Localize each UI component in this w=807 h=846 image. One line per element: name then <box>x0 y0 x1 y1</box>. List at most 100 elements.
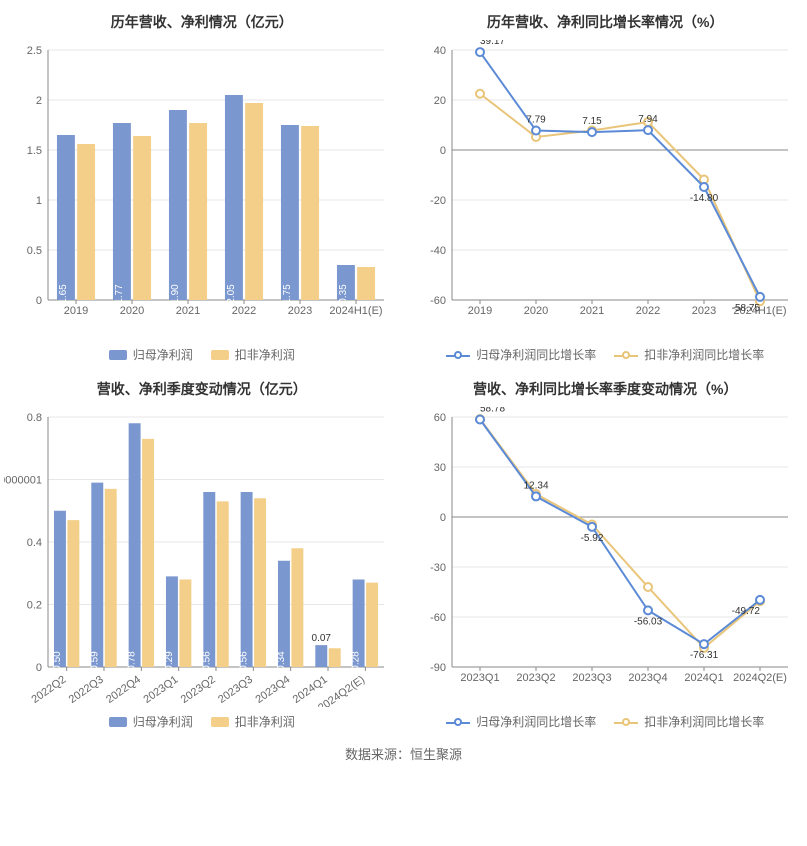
svg-text:0.50: 0.50 <box>52 651 63 671</box>
legend-swatch-line <box>446 716 470 728</box>
svg-text:-56.03: -56.03 <box>633 616 662 627</box>
svg-text:2023Q2: 2023Q2 <box>516 672 555 684</box>
chart4-title: 营收、净利同比增长率季度变动情况（%） <box>473 379 737 399</box>
svg-text:0.28: 0.28 <box>351 651 362 671</box>
panel-annual-profit: 历年营收、净利情况（亿元） 00.511.522.520191.6520201.… <box>4 8 400 363</box>
svg-text:2023Q4: 2023Q4 <box>628 672 667 684</box>
svg-text:-90: -90 <box>430 662 446 674</box>
svg-text:1.65: 1.65 <box>58 284 69 304</box>
svg-text:2021: 2021 <box>579 305 603 317</box>
svg-text:2023Q1: 2023Q1 <box>141 674 180 706</box>
chart1-legend: 归母净利润 扣非净利润 <box>109 346 295 363</box>
dashboard-panels: 历年营收、净利情况（亿元） 00.511.522.520191.6520201.… <box>4 8 803 730</box>
svg-text:1: 1 <box>36 195 42 207</box>
svg-text:20: 20 <box>433 95 445 107</box>
svg-text:0: 0 <box>439 145 445 157</box>
svg-text:2022: 2022 <box>232 305 256 317</box>
legend-label: 归母净利润 <box>133 713 193 730</box>
legend-swatch <box>109 350 127 360</box>
chart1-title: 历年营收、净利情况（亿元） <box>111 12 293 32</box>
chart1-bar: 00.511.522.520191.6520201.7720211.902022… <box>4 40 400 340</box>
svg-text:0.4: 0.4 <box>27 537 42 549</box>
svg-text:-40: -40 <box>430 245 446 257</box>
chart2-legend-item-1: 归母净利润同比增长率 <box>446 346 596 363</box>
svg-text:-49.72: -49.72 <box>731 606 760 617</box>
panel-annual-growth: 历年营收、净利同比增长率情况（%） -60 -40 -20 0 20 40 2019 2020… <box>408 8 804 363</box>
chart3-bar: 00.20.40.60000000000000010.82022Q20.5020… <box>4 407 400 707</box>
svg-text:40: 40 <box>433 45 445 57</box>
legend-swatch-line <box>614 349 638 361</box>
chart3-legend-item-2: 扣非净利润 <box>211 713 295 730</box>
svg-text:-5.92: -5.92 <box>580 533 603 544</box>
svg-text:0.5: 0.5 <box>27 245 42 257</box>
svg-text:2024Q2(E): 2024Q2(E) <box>733 672 787 684</box>
svg-text:0.2: 0.2 <box>27 600 42 612</box>
svg-text:2023Q1: 2023Q1 <box>460 672 499 684</box>
svg-text:2023: 2023 <box>288 305 312 317</box>
svg-text:0.34: 0.34 <box>276 651 287 671</box>
svg-text:2019: 2019 <box>467 305 491 317</box>
legend-label: 归母净利润同比增长率 <box>476 346 596 363</box>
svg-text:-76.31: -76.31 <box>689 650 718 661</box>
legend-swatch <box>211 717 229 727</box>
svg-text:2.05: 2.05 <box>226 284 237 304</box>
svg-text:2023: 2023 <box>691 305 715 317</box>
svg-text:1.90: 1.90 <box>170 284 181 304</box>
svg-text:1.5: 1.5 <box>27 145 42 157</box>
chart3-legend-item-1: 归母净利润 <box>109 713 193 730</box>
svg-text:-20: -20 <box>430 195 446 207</box>
svg-text:-60: -60 <box>430 612 446 624</box>
svg-text:1.75: 1.75 <box>282 284 293 304</box>
legend-swatch <box>211 350 229 360</box>
svg-text:0.07: 0.07 <box>312 633 332 644</box>
svg-text:30: 30 <box>433 462 445 474</box>
svg-text:-58.75: -58.75 <box>731 303 760 314</box>
svg-text:7.79: 7.79 <box>526 115 546 126</box>
legend-label: 扣非净利润同比增长率 <box>644 713 764 730</box>
svg-text:0.35: 0.35 <box>338 284 349 304</box>
svg-text:0: 0 <box>36 662 42 674</box>
svg-text:2019: 2019 <box>64 305 88 317</box>
chart2-title: 历年营收、净利同比增长率情况（%） <box>487 12 723 32</box>
svg-text:2023Q2: 2023Q2 <box>179 674 218 706</box>
svg-text:-60: -60 <box>430 295 446 307</box>
svg-text:7.15: 7.15 <box>582 116 602 127</box>
svg-text:0.8: 0.8 <box>27 412 42 424</box>
svg-text:-30: -30 <box>430 562 446 574</box>
svg-text:2: 2 <box>36 95 42 107</box>
svg-text:2023Q4: 2023Q4 <box>253 674 292 706</box>
legend-swatch <box>109 717 127 727</box>
svg-text:2020: 2020 <box>523 305 547 317</box>
svg-text:2024H1(E): 2024H1(E) <box>329 305 382 317</box>
chart4-legend-item-1: 归母净利润同比增长率 <box>446 713 596 730</box>
svg-text:12.34: 12.34 <box>523 480 548 491</box>
legend-swatch-line <box>446 349 470 361</box>
svg-text:2022Q4: 2022Q4 <box>104 674 143 706</box>
svg-text:2024Q1: 2024Q1 <box>684 672 723 684</box>
data-source-footer: 数据来源：恒生聚源 <box>4 744 803 763</box>
legend-label: 归母净利润同比增长率 <box>476 713 596 730</box>
legend-swatch-line <box>614 716 638 728</box>
chart4-legend: 归母净利润同比增长率 扣非净利润同比增长率 <box>446 713 764 730</box>
svg-text:2023Q3: 2023Q3 <box>572 672 611 684</box>
svg-text:0.59: 0.59 <box>89 651 100 671</box>
chart1-legend-item-2: 扣非净利润 <box>211 346 295 363</box>
chart2-legend-item-2: 扣非净利润同比增长率 <box>614 346 764 363</box>
legend-label: 扣非净利润 <box>235 346 295 363</box>
chart4-line: -90-60-30030602023Q12023Q22023Q32023Q420… <box>408 407 804 707</box>
svg-text:7.94: 7.94 <box>638 114 658 125</box>
svg-text:2.5: 2.5 <box>27 45 42 57</box>
chart3-legend: 归母净利润 扣非净利润 <box>109 713 295 730</box>
svg-text:2020: 2020 <box>120 305 144 317</box>
svg-text:0: 0 <box>36 295 42 307</box>
svg-text:0.29: 0.29 <box>164 651 175 671</box>
svg-text:2022: 2022 <box>635 305 659 317</box>
panel-quarterly-profit: 营收、净利季度变动情况（亿元） 00.20.40.600000000000000… <box>4 375 400 730</box>
svg-text:39.17: 39.17 <box>480 40 505 47</box>
svg-text:60: 60 <box>433 412 445 424</box>
svg-text:2023Q3: 2023Q3 <box>216 674 255 706</box>
legend-label: 归母净利润 <box>133 346 193 363</box>
svg-text:2022Q3: 2022Q3 <box>67 674 106 706</box>
svg-text:2022Q2: 2022Q2 <box>29 674 68 706</box>
svg-text:1.77: 1.77 <box>114 284 125 304</box>
